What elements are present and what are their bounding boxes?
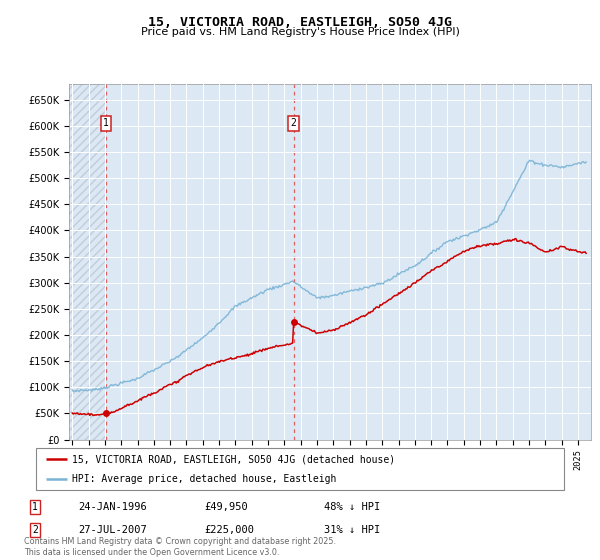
Text: 48% ↓ HPI: 48% ↓ HPI bbox=[324, 502, 380, 512]
Text: 1: 1 bbox=[103, 118, 109, 128]
Text: Contains HM Land Registry data © Crown copyright and database right 2025.
This d: Contains HM Land Registry data © Crown c… bbox=[24, 537, 336, 557]
Text: 24-JAN-1996: 24-JAN-1996 bbox=[78, 502, 147, 512]
FancyBboxPatch shape bbox=[36, 448, 564, 490]
Text: 15, VICTORIA ROAD, EASTLEIGH, SO50 4JG: 15, VICTORIA ROAD, EASTLEIGH, SO50 4JG bbox=[148, 16, 452, 29]
Text: Price paid vs. HM Land Registry's House Price Index (HPI): Price paid vs. HM Land Registry's House … bbox=[140, 27, 460, 37]
Text: £49,950: £49,950 bbox=[204, 502, 248, 512]
Text: 2: 2 bbox=[32, 525, 38, 535]
Text: 2: 2 bbox=[290, 118, 296, 128]
Text: 27-JUL-2007: 27-JUL-2007 bbox=[78, 525, 147, 535]
Text: 31% ↓ HPI: 31% ↓ HPI bbox=[324, 525, 380, 535]
Text: 15, VICTORIA ROAD, EASTLEIGH, SO50 4JG (detached house): 15, VICTORIA ROAD, EASTLEIGH, SO50 4JG (… bbox=[72, 454, 395, 464]
Text: HPI: Average price, detached house, Eastleigh: HPI: Average price, detached house, East… bbox=[72, 474, 336, 484]
Text: £225,000: £225,000 bbox=[204, 525, 254, 535]
Text: 1: 1 bbox=[32, 502, 38, 512]
